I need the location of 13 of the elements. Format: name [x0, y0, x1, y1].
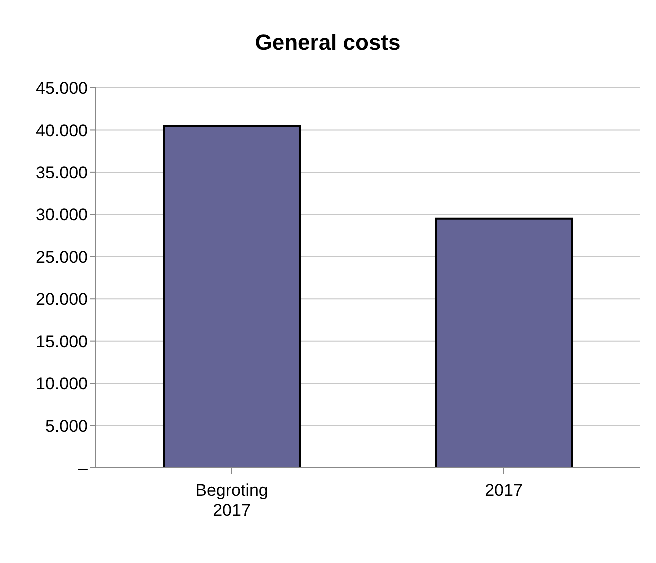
y-tick-label: 40.000 [36, 121, 88, 140]
y-tick-label: 20.000 [36, 290, 88, 310]
y-tick-label: 5.000 [45, 416, 88, 436]
y-tick-label: 30.000 [36, 206, 88, 225]
y-tick-label: 35.000 [36, 163, 88, 182]
y-tick-label: 45.000 [36, 79, 88, 98]
y-tick-label: – [78, 459, 89, 478]
y-tick-label: 10.000 [36, 374, 88, 394]
y-tick-label: 25.000 [36, 248, 88, 267]
chart-title: General costs [254, 30, 402, 56]
x-tick-label: 2017 [485, 481, 523, 500]
y-tick-label: 15.000 [36, 332, 88, 352]
x-tick-label: Begroting 2017 [196, 481, 268, 520]
